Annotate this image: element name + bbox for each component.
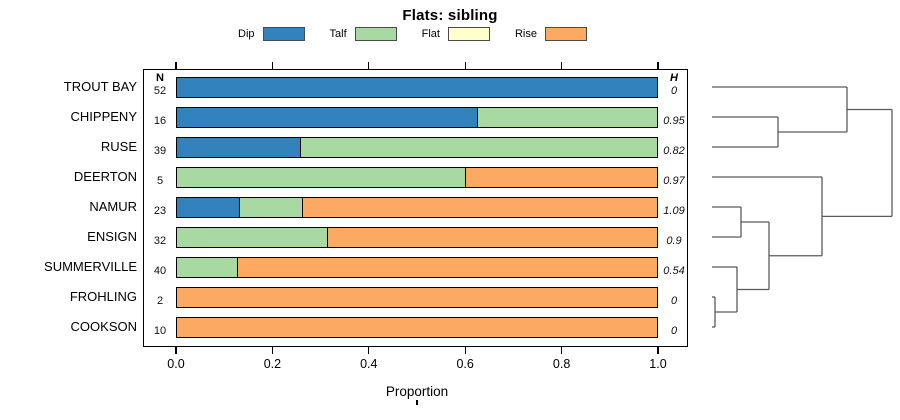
n-value: 40 [153,265,167,277]
row-label: TROUT BAY [63,79,137,94]
bar-segment-rise [177,317,657,337]
x-tick-bottom [657,347,659,354]
h-value: 0 [670,295,678,307]
row-label: NAMUR [89,199,137,214]
x-tick-bottom [271,347,274,354]
bar-row [176,286,658,308]
x-tick-label: 0.0 [167,357,185,371]
legend-item: Flat [422,27,490,41]
bar-row [176,76,658,98]
x-tick-bottom [368,347,370,354]
legend-swatch-dip [262,27,305,41]
bar-row [176,226,658,248]
legend: Dip Talf Flat Rise [238,27,587,41]
bar-segment-dip [177,137,300,157]
bar-row [176,256,658,278]
legend-label: Talf [329,28,347,40]
n-value: 10 [153,325,167,337]
h-value: 0.82 [663,145,685,157]
h-column-header: H [670,72,678,84]
row-label: SUMMERVILLE [44,259,137,274]
h-value: 0.9 [666,235,682,247]
x-tick-top [464,62,466,69]
n-value: 23 [153,205,167,217]
bar-row [176,196,658,218]
x-tick-top [657,62,659,69]
n-value: 2 [156,295,164,307]
x-axis-title: Proportion [385,384,449,399]
h-value: 0.54 [663,265,685,277]
h-value: 0.97 [663,175,685,187]
legend-item: Rise [515,27,587,41]
h-value: 1.09 [663,205,685,217]
n-value: 52 [153,85,167,97]
x-tick-label: 0.6 [456,357,474,371]
bar-segment-dip [177,77,657,97]
x-tick-bottom [175,347,177,354]
bar-segment-talf [239,197,303,217]
bar-row [176,166,658,188]
bar-segment-talf [177,257,237,277]
bar-row [176,136,658,158]
legend-item: Talf [330,27,397,41]
bar-segment-rise [177,287,657,307]
bar-segment-talf [299,137,657,157]
cropped-text-mark [416,400,418,405]
n-column-header: N [156,72,164,84]
n-value: 32 [153,235,167,247]
row-label: ENSIGN [87,229,137,244]
bar-segment-rise [327,227,657,247]
bar-segment-rise [465,167,657,187]
legend-swatch-flat [447,27,490,41]
legend-label: Flat [421,28,440,40]
x-tick-label: 0.8 [552,357,571,371]
bar-row [176,106,658,128]
x-tick-top [271,62,274,69]
row-label: FROHLING [69,289,137,304]
row-label: RUSE [100,139,137,154]
x-tick-top [368,62,370,69]
bar-segment-talf [177,227,327,247]
bar-segment-dip [177,107,477,127]
x-tick-bottom [561,347,563,354]
chart-title: Flats: sibling [402,7,498,24]
legend-item: Dip [238,27,305,41]
n-value: 16 [153,115,167,127]
bar-segment-rise [302,197,657,217]
legend-swatch-talf [354,27,397,41]
h-value: 0 [670,325,678,337]
x-tick-label: 1.0 [649,357,667,371]
bar-segment-dip [177,197,240,217]
h-value: 0.95 [663,115,685,127]
row-label: DEERTON [73,169,137,184]
legend-swatch-rise [545,27,587,41]
x-tick-label: 0.4 [360,357,378,371]
bar-segment-talf [177,167,465,187]
x-tick-label: 0.2 [263,357,282,371]
n-value: 39 [153,145,167,157]
n-value: 5 [156,175,164,187]
bar-segment-talf [477,107,657,127]
bar-segment-rise [237,257,657,277]
row-label: COOKSON [70,319,137,334]
x-tick-top [561,62,563,69]
row-label: CHIPPENY [70,109,137,124]
x-tick-top [175,62,177,69]
x-tick-bottom [464,347,466,354]
bar-row [176,316,658,338]
legend-label: Dip [238,28,255,40]
legend-label: Rise [514,28,537,40]
h-value: 0 [670,85,678,97]
